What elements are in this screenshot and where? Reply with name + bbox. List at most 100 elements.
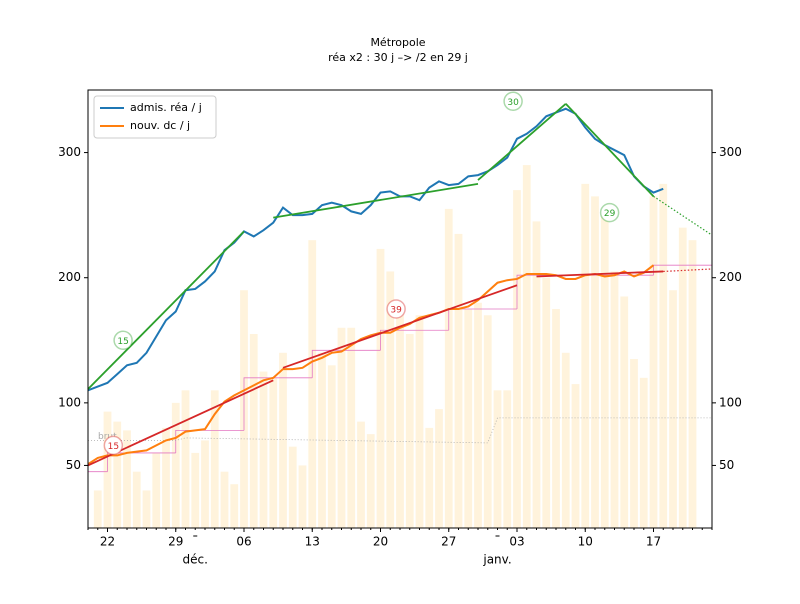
- bar: [142, 490, 151, 528]
- bar: [639, 377, 648, 528]
- annotation-label: 30: [507, 98, 519, 108]
- annotation-label: 15: [108, 442, 119, 452]
- annotation-label: 29: [604, 209, 616, 219]
- bar: [522, 165, 531, 529]
- bar: [327, 365, 336, 528]
- x-tick-label: 10: [578, 535, 593, 549]
- step: [243, 377, 313, 431]
- x-tick-label: 17: [646, 535, 661, 549]
- bar: [493, 390, 502, 528]
- bar: [464, 309, 473, 528]
- step: [311, 349, 381, 378]
- bar: [162, 427, 170, 528]
- bar: [630, 359, 638, 528]
- bar: [610, 271, 619, 528]
- x-tick-label: 20: [373, 535, 388, 549]
- bar: [483, 315, 492, 528]
- bar: [376, 248, 385, 528]
- x-tick-label: 03: [509, 535, 524, 549]
- bar: [405, 334, 414, 528]
- bar: [678, 227, 687, 528]
- bar: [288, 446, 297, 528]
- trend-line: [282, 284, 518, 369]
- bar: [210, 390, 219, 528]
- bar: [171, 402, 180, 528]
- trend-line: [653, 195, 713, 236]
- bar: [444, 208, 453, 528]
- bar: [552, 309, 560, 528]
- legend-box: [93, 95, 217, 139]
- y2-tick-label: 100: [719, 395, 742, 409]
- bar: [366, 434, 375, 528]
- month-label: janv.: [482, 553, 511, 567]
- bar: [542, 277, 551, 528]
- x-tick-label: 13: [305, 535, 320, 549]
- bar: [249, 334, 258, 528]
- bar: [230, 484, 239, 528]
- y-tick-label: 100: [58, 395, 81, 409]
- bar: [435, 409, 443, 528]
- annotation-label: 15: [117, 337, 128, 347]
- y-tick-label: 300: [58, 145, 81, 159]
- bar: [532, 221, 541, 528]
- bar: [298, 465, 307, 528]
- bar: [337, 327, 346, 528]
- chart-title: Métropole: [370, 36, 425, 49]
- bar: [181, 390, 190, 528]
- bar: [269, 377, 278, 528]
- y2-tick-label: 200: [719, 270, 742, 284]
- bar: [113, 421, 122, 528]
- bar: [123, 430, 131, 528]
- bar: [191, 452, 200, 528]
- bar: [347, 327, 356, 528]
- step: [107, 452, 176, 472]
- annotation-label: 39: [390, 306, 402, 316]
- y-tick-label: 50: [66, 458, 81, 472]
- x-tick-label: 29: [168, 535, 183, 549]
- legend-label: admis. réa / j: [130, 101, 202, 114]
- x-tick-label: 27: [441, 535, 456, 549]
- y2-tick-label: 300: [719, 145, 742, 159]
- trend-line: [87, 230, 245, 390]
- bar: [513, 190, 521, 528]
- annotation-circle: [113, 330, 133, 351]
- bar: [659, 183, 668, 528]
- annotation-circle: [599, 202, 620, 223]
- legend-label: nouv. dc / j: [130, 119, 190, 132]
- y-tick-label: 200: [58, 270, 81, 284]
- bar: [503, 390, 512, 528]
- step: [175, 429, 244, 453]
- chart-subtitle: réa x2 : 30 j –> /2 en 29 j: [328, 51, 468, 64]
- bar: [620, 296, 629, 528]
- bar: [425, 427, 434, 528]
- trend-line: [663, 268, 713, 273]
- trend-line: [565, 103, 655, 197]
- x-tick-label: 06: [236, 535, 251, 549]
- bar: [308, 240, 317, 528]
- annotation-circle: [503, 91, 523, 112]
- month-label: déc.: [183, 553, 208, 567]
- annotation-circle: [103, 435, 124, 456]
- bar: [669, 290, 677, 528]
- bar: [93, 490, 102, 528]
- bar: [591, 196, 599, 528]
- trend-line: [536, 270, 664, 278]
- bar: [415, 315, 424, 528]
- x-tick-label: 22: [100, 535, 115, 549]
- baseline-label: brut: [98, 432, 117, 442]
- bar: [688, 240, 697, 528]
- trend-line: [273, 182, 479, 219]
- annotation-circle: [386, 299, 406, 319]
- bar: [571, 384, 580, 528]
- bar: [581, 183, 590, 528]
- bar: [201, 440, 209, 528]
- series-line: [87, 107, 664, 392]
- bar: [561, 352, 570, 528]
- baseline-line: [88, 417, 712, 444]
- bar: [220, 471, 229, 528]
- bar: [649, 196, 658, 528]
- bar: [454, 233, 463, 528]
- bar: [600, 215, 609, 528]
- bar: [132, 471, 141, 528]
